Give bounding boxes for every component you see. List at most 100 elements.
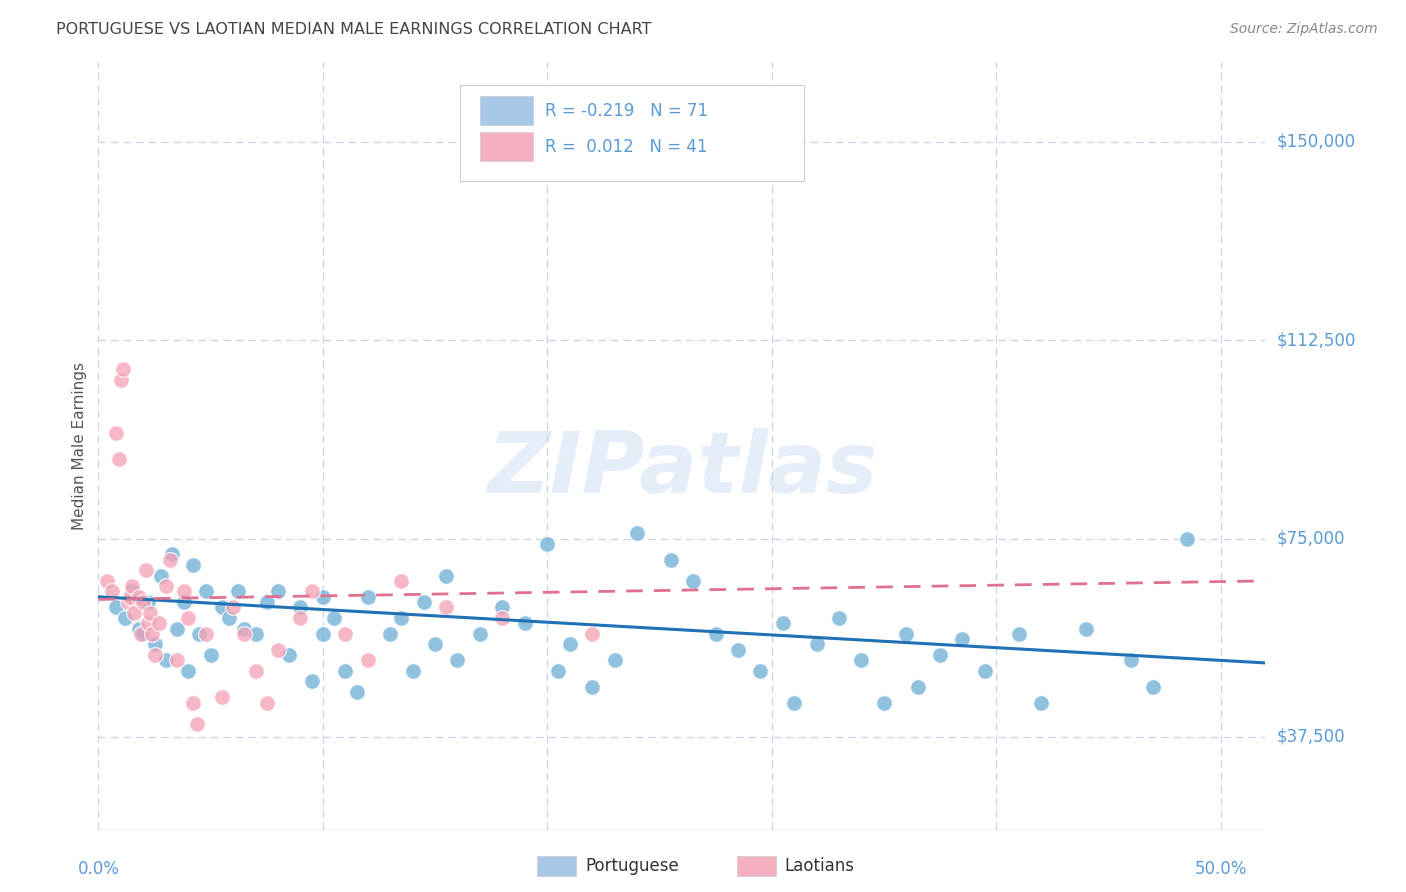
Point [121,584,143,599]
Text: Laotians: Laotians [785,857,855,875]
Point [851,653,873,667]
Point [173,584,195,599]
Point [468,627,491,641]
Point [107,452,129,467]
Text: $75,000: $75,000 [1277,530,1346,548]
Point [301,674,323,689]
Point [132,627,155,641]
Point [188,627,211,641]
Point [132,595,155,609]
Point [828,611,851,625]
Point [195,584,218,599]
Point [558,637,581,651]
Point [434,568,457,582]
FancyBboxPatch shape [479,96,533,126]
Point [380,627,402,641]
Text: $150,000: $150,000 [1277,133,1355,151]
Point [166,653,188,667]
Point [128,590,150,604]
Point [222,600,245,615]
Point [114,611,136,625]
Point [278,648,301,662]
Point [129,627,152,641]
Point [335,664,357,678]
Point [155,653,177,667]
Point [312,590,335,604]
Point [907,680,929,694]
Point [547,664,569,678]
Point [124,606,146,620]
Text: $37,500: $37,500 [1277,728,1346,746]
Point [434,600,457,615]
Point [1074,622,1097,636]
Point [135,563,157,577]
Point [173,595,195,609]
FancyBboxPatch shape [460,86,804,181]
Point [626,526,648,541]
Point [143,648,166,662]
Point [159,553,181,567]
Point [139,606,162,620]
Text: 50.0%: 50.0% [1194,860,1247,878]
Point [101,584,124,599]
Point [659,553,682,567]
Point [245,627,267,641]
Point [290,600,312,615]
Point [290,611,312,625]
Point [346,685,368,699]
Point [783,696,806,710]
Point [256,595,278,609]
Point [581,680,603,694]
Text: Source: ZipAtlas.com: Source: ZipAtlas.com [1230,22,1378,37]
Point [491,600,513,615]
Point [312,627,335,641]
Point [110,373,132,387]
Point [1175,532,1198,546]
Point [806,637,828,651]
Point [233,622,256,636]
Point [150,568,173,582]
Point [536,537,558,551]
Point [1142,680,1164,694]
FancyBboxPatch shape [479,132,533,161]
Text: Portuguese: Portuguese [585,857,679,875]
Point [181,558,204,572]
Point [357,590,380,604]
Point [1007,627,1029,641]
Point [112,362,135,376]
Point [896,627,918,641]
Point [1029,696,1052,710]
Point [749,664,772,678]
Point [162,548,184,562]
Point [727,642,749,657]
Point [401,664,423,678]
Point [423,637,446,651]
Text: R =  0.012   N = 41: R = 0.012 N = 41 [546,138,707,156]
Point [301,584,323,599]
Text: PORTUGUESE VS LAOTIAN MEDIAN MALE EARNINGS CORRELATION CHART: PORTUGUESE VS LAOTIAN MEDIAN MALE EARNIN… [56,22,652,37]
Point [166,622,188,636]
Point [335,627,357,641]
Y-axis label: Median Male Earnings: Median Male Earnings [72,362,87,530]
Point [211,690,233,705]
Point [772,616,794,631]
Point [136,595,159,609]
Point [226,584,249,599]
Point [195,627,218,641]
Point [148,616,170,631]
Point [141,627,163,641]
Point [200,648,222,662]
Point [929,648,952,662]
Point [177,664,200,678]
Point [704,627,727,641]
Point [117,595,139,609]
Point [186,716,208,731]
Point [952,632,974,646]
Point [245,664,267,678]
Point [105,425,128,440]
Point [121,579,143,593]
Text: $112,500: $112,500 [1277,331,1355,349]
Point [267,642,290,657]
Point [1119,653,1142,667]
Text: R = -0.219   N = 71: R = -0.219 N = 71 [546,102,709,120]
